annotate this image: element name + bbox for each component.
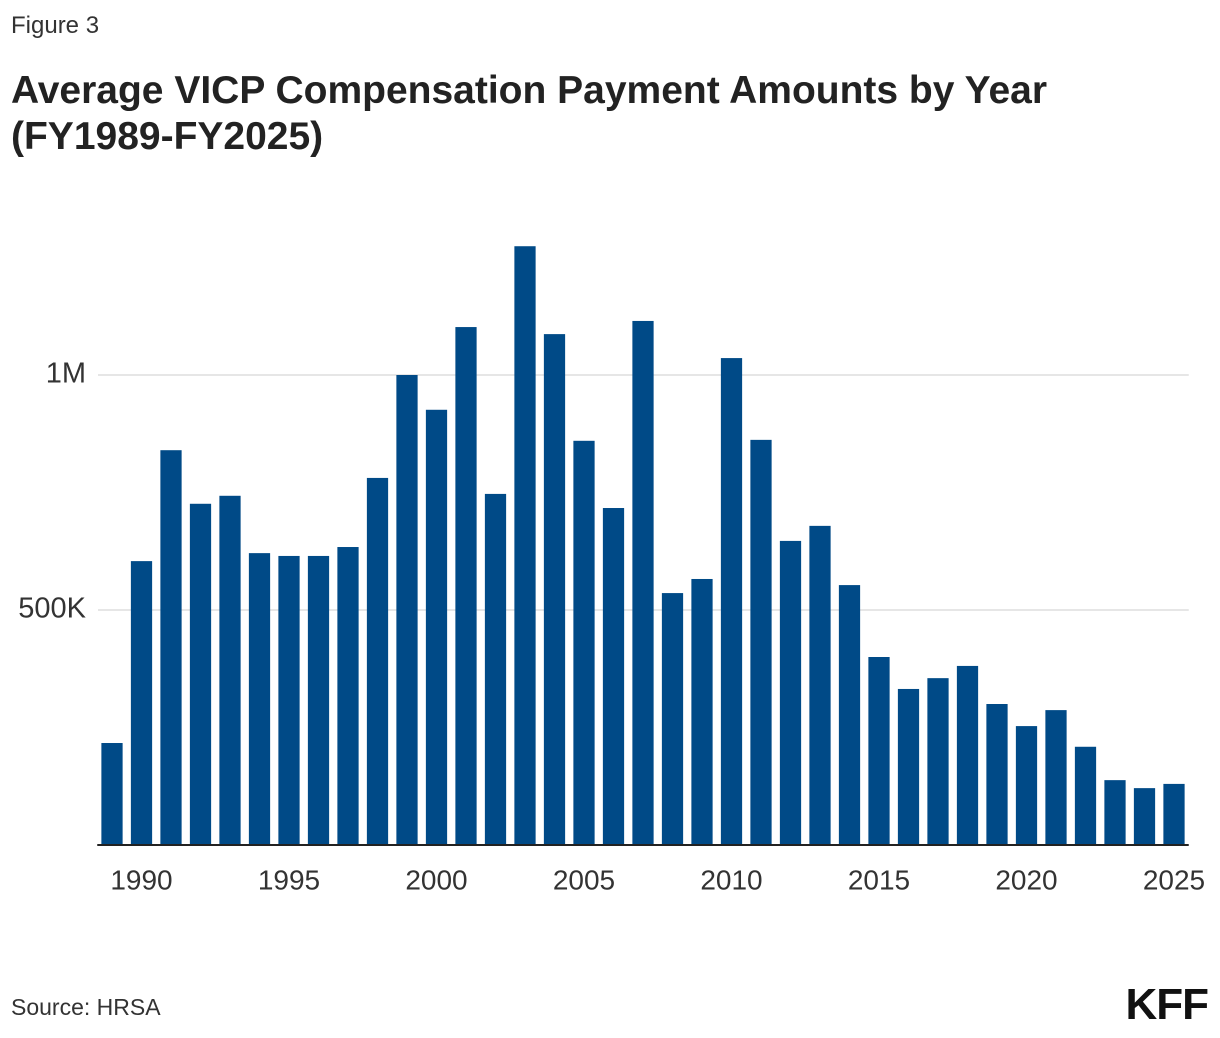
figure-label: Figure 3 <box>11 12 100 39</box>
x-tick-label: 2025 <box>1143 864 1205 895</box>
x-tick-label: 2015 <box>848 864 910 895</box>
bar <box>661 593 684 845</box>
y-tick-label: 500K <box>18 593 86 625</box>
chart: 500K 1M 1990 1995 2000 2005 2010 2015 2020 2025 <box>18 246 1205 895</box>
x-tick-label: 2020 <box>995 864 1057 895</box>
chart-title: Average VICP Compensation Payment Amount… <box>11 69 1047 158</box>
y-tick-label: 1M <box>46 358 86 390</box>
bar <box>897 688 920 845</box>
bar <box>1133 788 1156 845</box>
bar <box>189 503 212 845</box>
bar <box>927 678 949 845</box>
source: Source: HRSA <box>11 994 161 1020</box>
bar <box>337 547 359 845</box>
x-tick-label: 2005 <box>553 864 615 895</box>
bar <box>1104 780 1126 845</box>
bar <box>130 561 153 845</box>
bar <box>632 320 654 845</box>
bar <box>543 334 566 845</box>
bar <box>779 540 802 845</box>
bar <box>455 327 477 845</box>
bar <box>101 743 123 845</box>
bar <box>484 493 507 845</box>
bar <box>219 495 241 845</box>
x-tick-label: 2010 <box>700 864 762 895</box>
x-tick-label: 1995 <box>258 864 320 895</box>
bar <box>278 555 300 845</box>
bar <box>720 358 743 845</box>
bar <box>1074 746 1097 845</box>
bar <box>1163 783 1185 845</box>
bar <box>750 439 772 845</box>
bar <box>307 555 330 845</box>
x-tick-label: 1990 <box>110 864 172 895</box>
bar <box>986 704 1008 845</box>
bar <box>425 409 448 845</box>
bar <box>248 553 271 845</box>
bar <box>956 665 979 845</box>
bar <box>809 525 831 845</box>
bar <box>573 440 595 845</box>
bar <box>691 578 713 845</box>
bar <box>160 450 182 845</box>
bar <box>514 246 536 846</box>
bar <box>868 657 890 845</box>
bar <box>602 508 625 845</box>
bar <box>366 477 389 845</box>
bar <box>396 375 418 845</box>
bar <box>1045 710 1067 845</box>
logo: KFF <box>1125 980 1209 1029</box>
x-tick-label: 2000 <box>405 864 467 895</box>
bar <box>1015 726 1038 845</box>
bar <box>838 585 861 845</box>
